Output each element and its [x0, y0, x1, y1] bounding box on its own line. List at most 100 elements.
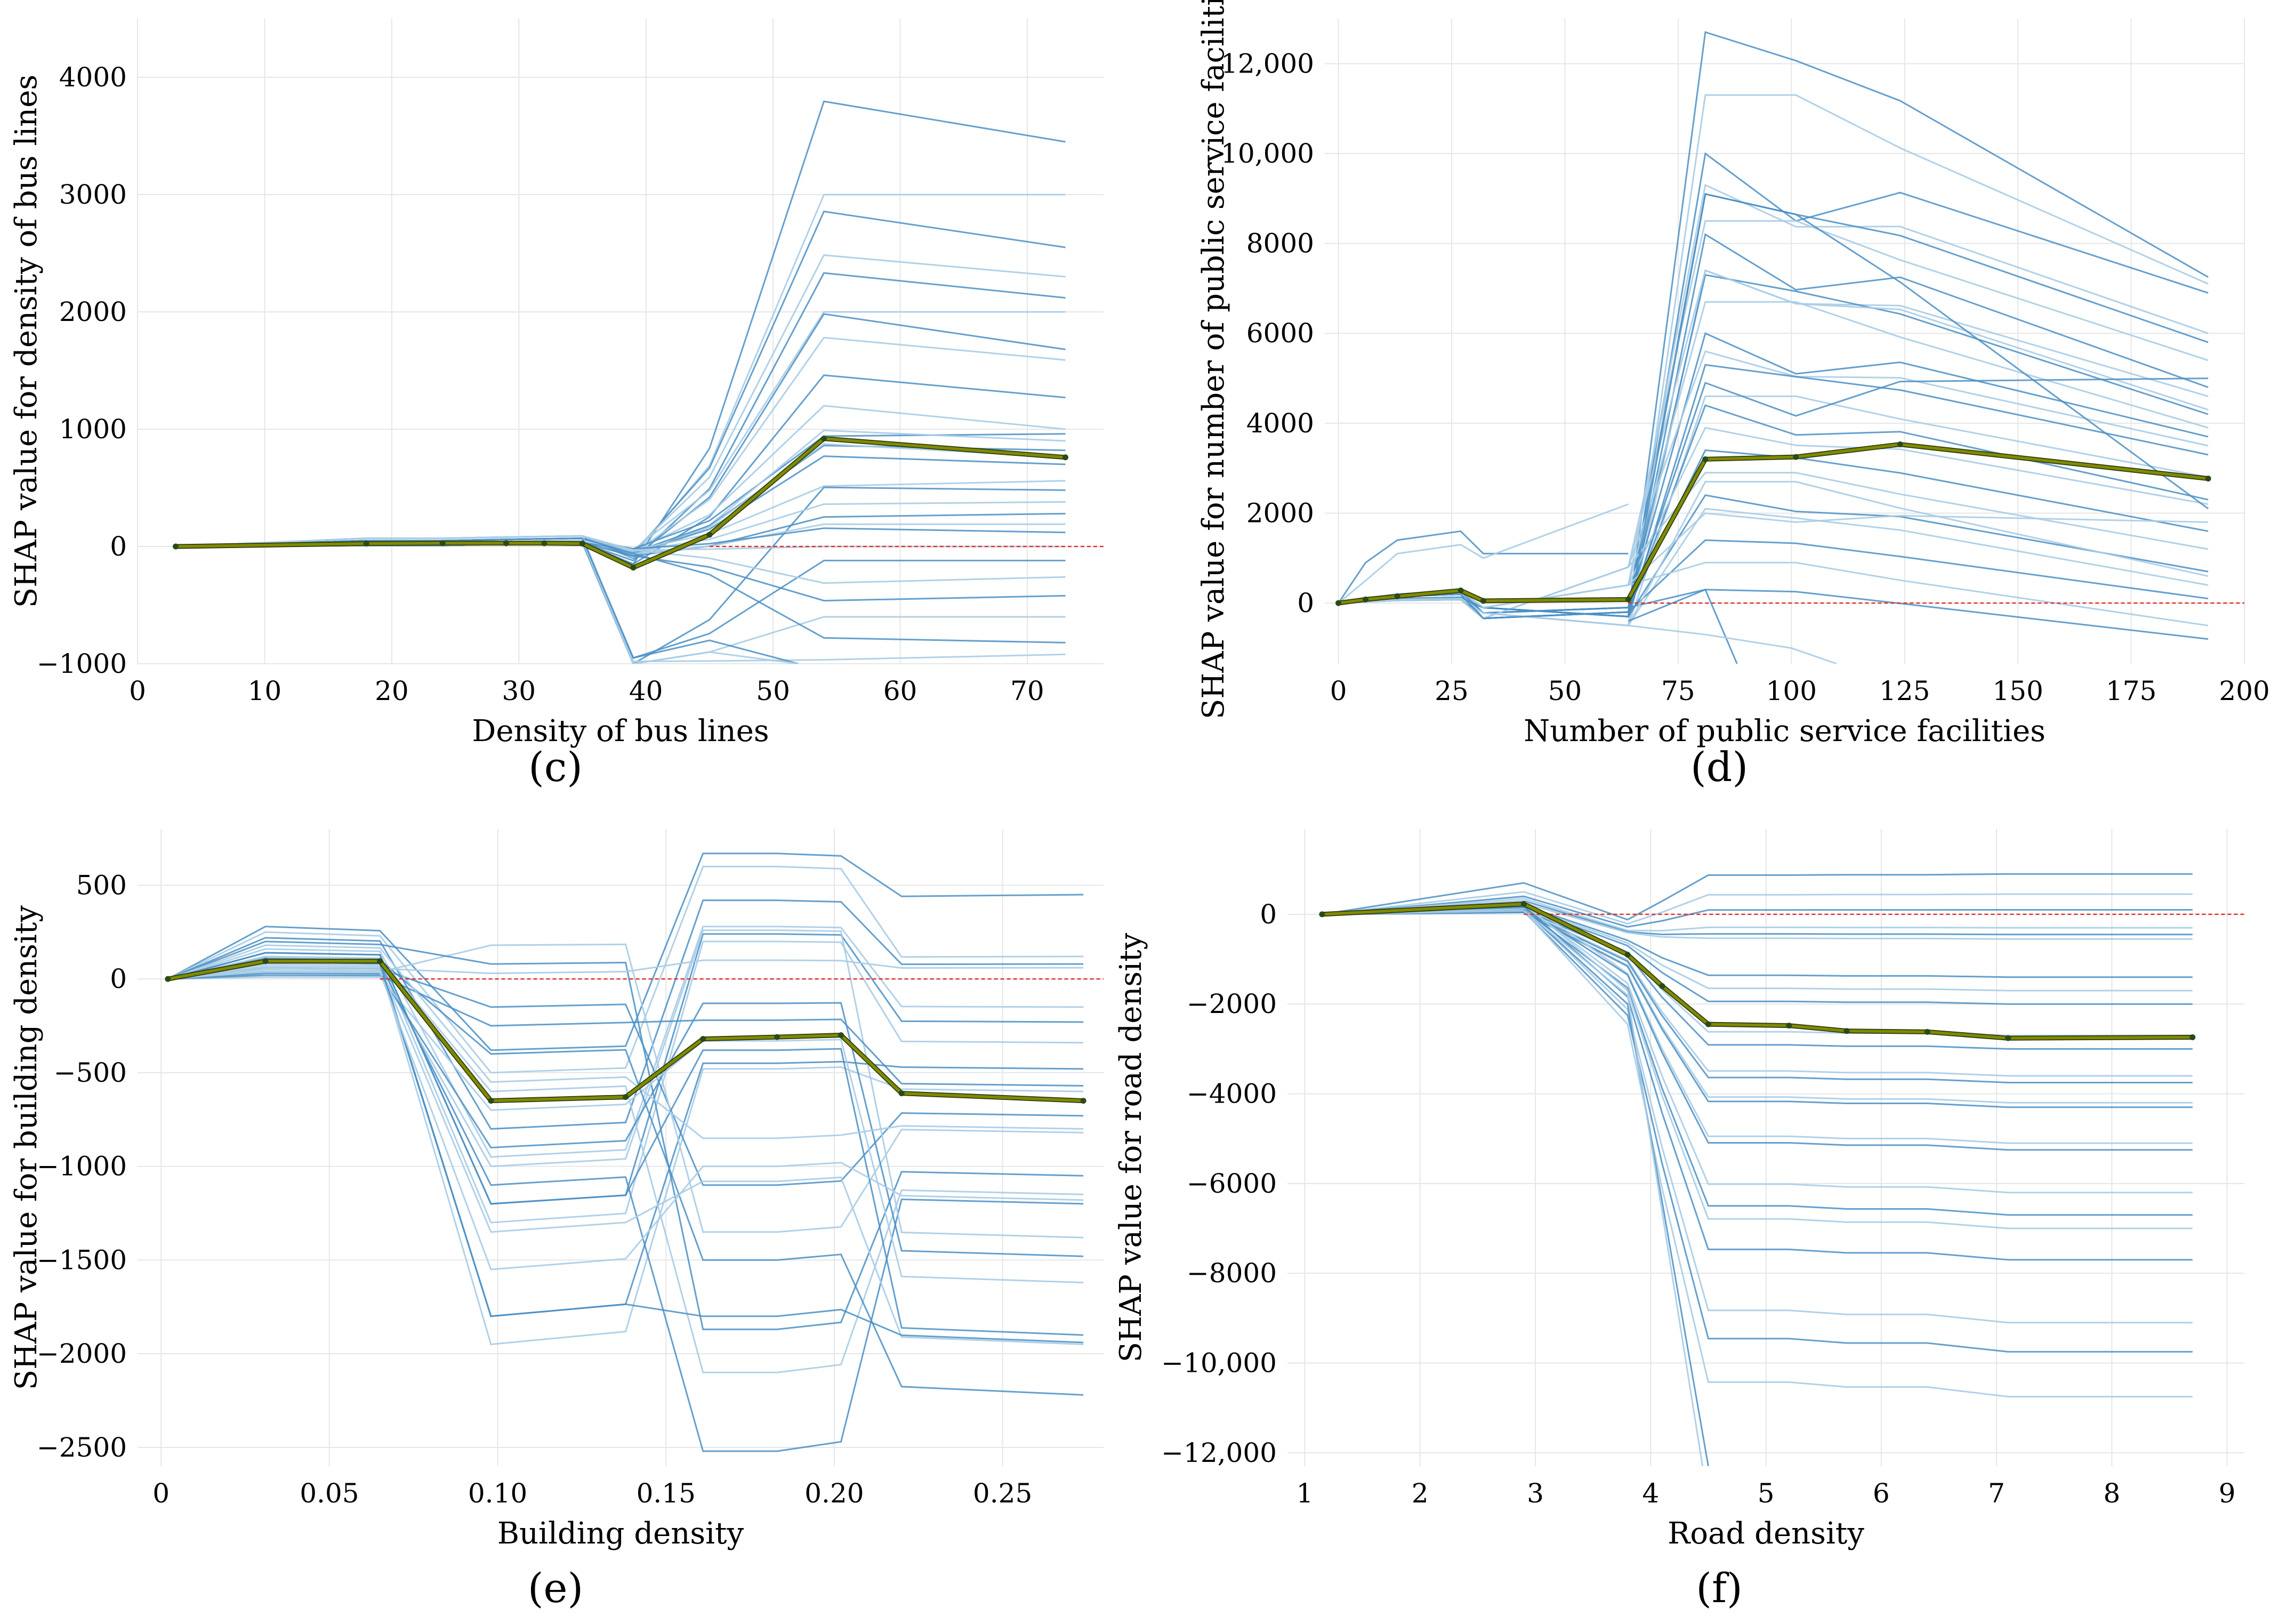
ice-line [175, 211, 1066, 554]
average-marker [1705, 1021, 1711, 1027]
average-marker [541, 540, 548, 546]
ice-line [175, 374, 1066, 565]
x-axis-label: Road density [1668, 1516, 1864, 1551]
y-tick-label: 12,000 [1221, 48, 1314, 79]
ice-line [1338, 449, 2209, 614]
ice-line [1322, 909, 2193, 1216]
x-tick-label: 70 [1010, 676, 1044, 706]
ice-line [1322, 895, 2193, 928]
ice-line [167, 961, 1084, 1452]
average-marker [700, 1036, 706, 1042]
panel-label: (d) [1691, 743, 1748, 791]
ice-line [1322, 902, 2193, 1229]
y-tick-label: 0 [110, 531, 127, 562]
ice-line [167, 959, 1084, 980]
ice-line [1338, 220, 2209, 620]
x-tick-label: 100 [1766, 676, 1817, 706]
average-marker [774, 1034, 780, 1040]
ice-line [1322, 910, 2193, 1077]
average-line-outline [167, 959, 1084, 1104]
ice-lines [175, 100, 1066, 664]
y-tick-label: −2500 [37, 1432, 127, 1463]
ice-line [1322, 905, 2193, 1261]
gridlines [1287, 829, 2244, 1466]
x-axis-label: Density of bus lines [472, 714, 769, 749]
average-marker [1786, 1023, 1792, 1029]
ice-line [1322, 911, 2193, 1108]
ice-line [1338, 269, 2209, 626]
average-marker [262, 958, 269, 964]
average-marker [1659, 983, 1665, 990]
ice-line [167, 976, 1084, 1284]
ice-lines [1322, 873, 2193, 1466]
average-marker [1394, 593, 1400, 600]
average-marker [1062, 454, 1068, 461]
average-marker [1319, 911, 1325, 918]
ice-line [1322, 891, 2193, 925]
y-tick-label: −6000 [1187, 1168, 1277, 1199]
average-marker [363, 541, 369, 546]
ice-line [1628, 624, 1837, 664]
ice-lines [1338, 31, 2209, 664]
average-marker [173, 543, 179, 550]
y-tick-label: 1000 [59, 414, 127, 445]
ice-line [167, 944, 1084, 1139]
ice-line [1322, 911, 2193, 1104]
y-tick-label: 2000 [59, 296, 127, 327]
y-tick-label: 500 [76, 870, 127, 901]
average-marker [622, 1094, 629, 1100]
average-marker [630, 565, 637, 571]
y-tick-label: 4000 [59, 62, 127, 93]
ice-line [1322, 904, 2193, 978]
y-tick-label: 3000 [59, 179, 127, 210]
ice-line [1338, 233, 2209, 618]
panel-label: (c) [528, 743, 583, 791]
x-tick-label: 40 [629, 676, 663, 706]
ice-line [1322, 900, 2193, 1144]
ice-line [1338, 274, 2209, 620]
x-tick-label: 0 [1330, 676, 1347, 706]
y-tick-label: −8000 [1187, 1258, 1277, 1289]
x-tick-label: 2 [1412, 1478, 1429, 1509]
gridlines [138, 829, 1104, 1466]
ice-line [1523, 910, 1704, 1466]
y-tick-label: 4000 [1246, 408, 1314, 439]
x-tick-label: 6 [1873, 1478, 1890, 1509]
average-marker [706, 532, 713, 538]
y-axis-label: SHAP value for number of public service … [1196, 0, 1231, 719]
average-marker [1520, 901, 1527, 907]
average-line [175, 437, 1066, 569]
x-axis-label: Number of public service facilities [1524, 714, 2046, 749]
average-marker [1458, 588, 1464, 594]
ice-line [1628, 588, 1738, 664]
ice-line [1338, 350, 2209, 620]
y-tick-label: −1000 [37, 1151, 127, 1182]
x-tick-label: 75 [1661, 676, 1695, 706]
average-marker [1844, 1028, 1850, 1034]
y-tick-label: 0 [1260, 899, 1277, 930]
ice-line [175, 537, 1066, 644]
average-marker [488, 1098, 494, 1104]
ice-line [1338, 94, 2209, 626]
y-axis-label: SHAP value for road density [1114, 932, 1148, 1362]
ice-line [167, 955, 1084, 1373]
panel-label: (e) [528, 1564, 583, 1612]
x-tick-label: 0.15 [637, 1478, 696, 1509]
gridlines [137, 19, 1104, 664]
panel-d: 0 25 50 75 100 125 150 175 200020004000600080001… [1196, 0, 2270, 791]
x-tick-label: 3 [1527, 1478, 1544, 1509]
average-marker [2205, 476, 2211, 482]
x-tick-label: 0.10 [468, 1478, 527, 1509]
ice-line [1322, 908, 2193, 1324]
ice-line [1338, 503, 1629, 604]
ice-line [1322, 909, 2193, 1050]
ice-line [1338, 404, 2209, 620]
x-tick-label: 50 [1548, 676, 1582, 706]
ice-line [175, 486, 1066, 664]
y-tick-label: −10,000 [1161, 1347, 1277, 1378]
panel-f: 1 2 3 4 5 6 7 8 9 −12,000 −10,000 −8000 −6000 −4000 −2… [1114, 829, 2244, 1612]
y-tick-label: −2000 [37, 1338, 127, 1369]
average-marker [820, 436, 827, 442]
y-tick-label: 8000 [1246, 228, 1314, 259]
